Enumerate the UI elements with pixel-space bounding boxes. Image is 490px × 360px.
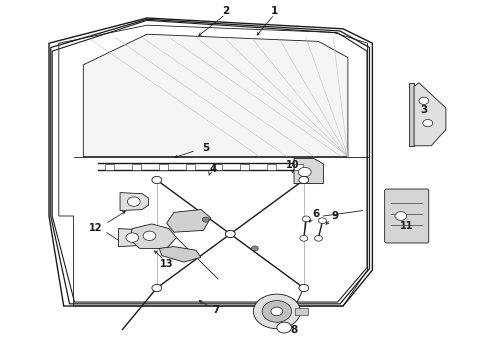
Bar xyxy=(186,164,195,170)
Circle shape xyxy=(395,212,407,220)
Circle shape xyxy=(419,97,429,104)
Text: 10: 10 xyxy=(286,159,299,170)
Circle shape xyxy=(423,120,433,127)
Circle shape xyxy=(143,231,156,240)
Text: 8: 8 xyxy=(291,325,297,336)
Text: 11: 11 xyxy=(400,221,414,231)
Circle shape xyxy=(152,176,162,184)
Circle shape xyxy=(262,301,292,322)
Bar xyxy=(213,164,222,170)
Bar xyxy=(105,164,114,170)
Circle shape xyxy=(253,294,300,329)
Polygon shape xyxy=(414,83,446,146)
Circle shape xyxy=(299,284,309,292)
Text: 13: 13 xyxy=(160,258,173,269)
Polygon shape xyxy=(159,247,201,262)
Polygon shape xyxy=(83,34,348,157)
Circle shape xyxy=(299,176,309,184)
FancyBboxPatch shape xyxy=(385,189,429,243)
Text: 5: 5 xyxy=(202,143,209,153)
Polygon shape xyxy=(409,83,414,146)
Circle shape xyxy=(298,167,311,177)
Polygon shape xyxy=(120,193,148,211)
Circle shape xyxy=(202,217,209,222)
Bar xyxy=(295,308,308,315)
Text: 3: 3 xyxy=(420,105,427,115)
Bar xyxy=(159,164,168,170)
Text: 12: 12 xyxy=(89,222,102,233)
Circle shape xyxy=(127,197,140,206)
Bar xyxy=(240,164,249,170)
Text: 7: 7 xyxy=(212,305,220,315)
Text: 9: 9 xyxy=(331,211,338,221)
Text: 4: 4 xyxy=(209,164,217,174)
Circle shape xyxy=(126,233,139,242)
Circle shape xyxy=(152,284,162,292)
Polygon shape xyxy=(119,229,147,247)
Bar xyxy=(294,164,303,170)
Bar xyxy=(132,164,141,170)
Bar xyxy=(267,164,276,170)
Circle shape xyxy=(315,235,322,241)
Circle shape xyxy=(251,246,258,251)
Text: 2: 2 xyxy=(222,6,229,16)
Text: 1: 1 xyxy=(271,6,278,16)
Polygon shape xyxy=(294,158,323,184)
Circle shape xyxy=(300,235,308,241)
Circle shape xyxy=(318,218,326,224)
Text: 6: 6 xyxy=(313,209,319,219)
Polygon shape xyxy=(130,224,176,248)
Circle shape xyxy=(277,322,292,333)
Circle shape xyxy=(302,216,310,222)
Circle shape xyxy=(225,230,235,238)
Polygon shape xyxy=(167,210,211,232)
Circle shape xyxy=(271,307,283,316)
